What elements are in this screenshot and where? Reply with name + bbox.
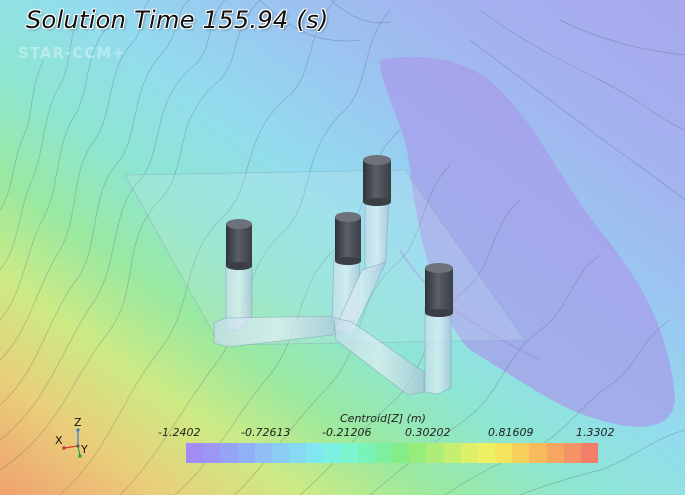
pipe-caps xyxy=(226,155,453,317)
legend-color-swatch xyxy=(409,443,427,463)
legend-tick-label: -1.2402 xyxy=(158,426,201,439)
legend-color-swatch xyxy=(357,443,375,463)
cap-tall xyxy=(363,155,391,206)
low-region-edge xyxy=(399,249,541,361)
legend-color-swatch xyxy=(374,443,393,463)
legend-tick-label: -0.21206 xyxy=(322,426,372,439)
legend-color-swatch xyxy=(203,443,221,463)
pipe-lower-horizontal xyxy=(333,317,425,396)
legend-color-swatch xyxy=(477,443,496,463)
pipe-tall-vertical xyxy=(364,194,390,273)
cap-center xyxy=(335,212,361,265)
cap-right xyxy=(425,263,453,317)
axis-triad: Z X Y xyxy=(50,416,100,458)
legend-tick-label: 1.3302 xyxy=(576,426,615,439)
axis-label-z: Z xyxy=(74,416,82,429)
legend-tick-label: 0.81609 xyxy=(488,426,534,439)
color-legend-bar xyxy=(186,443,599,463)
legend-color-swatch xyxy=(443,443,461,463)
legend-color-swatch xyxy=(254,443,272,463)
pipe-manifold xyxy=(213,194,452,396)
legend-tick-labels: -1.2402 -0.72613 -0.21206 0.30202 0.8160… xyxy=(152,426,622,440)
legend-color-swatch xyxy=(323,443,341,463)
legend-color-swatch xyxy=(426,443,444,463)
axis-triad-lines xyxy=(62,428,82,458)
legend-color-swatch xyxy=(546,443,564,463)
legend-color-swatch xyxy=(186,443,204,463)
legend-title: Centroid[Z] (m) xyxy=(340,412,426,425)
legend-color-swatch xyxy=(340,443,358,463)
legend-tick-label: -0.72613 xyxy=(241,426,291,439)
axis-label-x: X xyxy=(55,434,63,447)
legend-color-swatch xyxy=(580,443,599,463)
pipe-right-vertical xyxy=(424,307,452,395)
watermark-logo: STAR-CCM+ xyxy=(18,44,126,62)
legend-color-swatch xyxy=(460,443,478,463)
legend-color-swatch xyxy=(563,443,581,463)
cap-left xyxy=(226,219,252,270)
legend-color-swatch xyxy=(306,443,324,463)
legend-color-swatch xyxy=(512,443,530,463)
legend-color-swatch xyxy=(271,443,290,463)
legend-color-swatch xyxy=(529,443,547,463)
axis-label-y: Y xyxy=(81,443,88,456)
solution-time-title: Solution Time 155.94 (s) xyxy=(26,6,329,34)
legend-color-swatch xyxy=(237,443,255,463)
legend-color-swatch xyxy=(495,443,513,463)
legend-tick-label: 0.30202 xyxy=(405,426,451,439)
low-region xyxy=(380,56,675,427)
legend-color-swatch xyxy=(392,443,410,463)
legend-color-swatch xyxy=(289,443,307,463)
legend-color-swatch xyxy=(220,443,238,463)
